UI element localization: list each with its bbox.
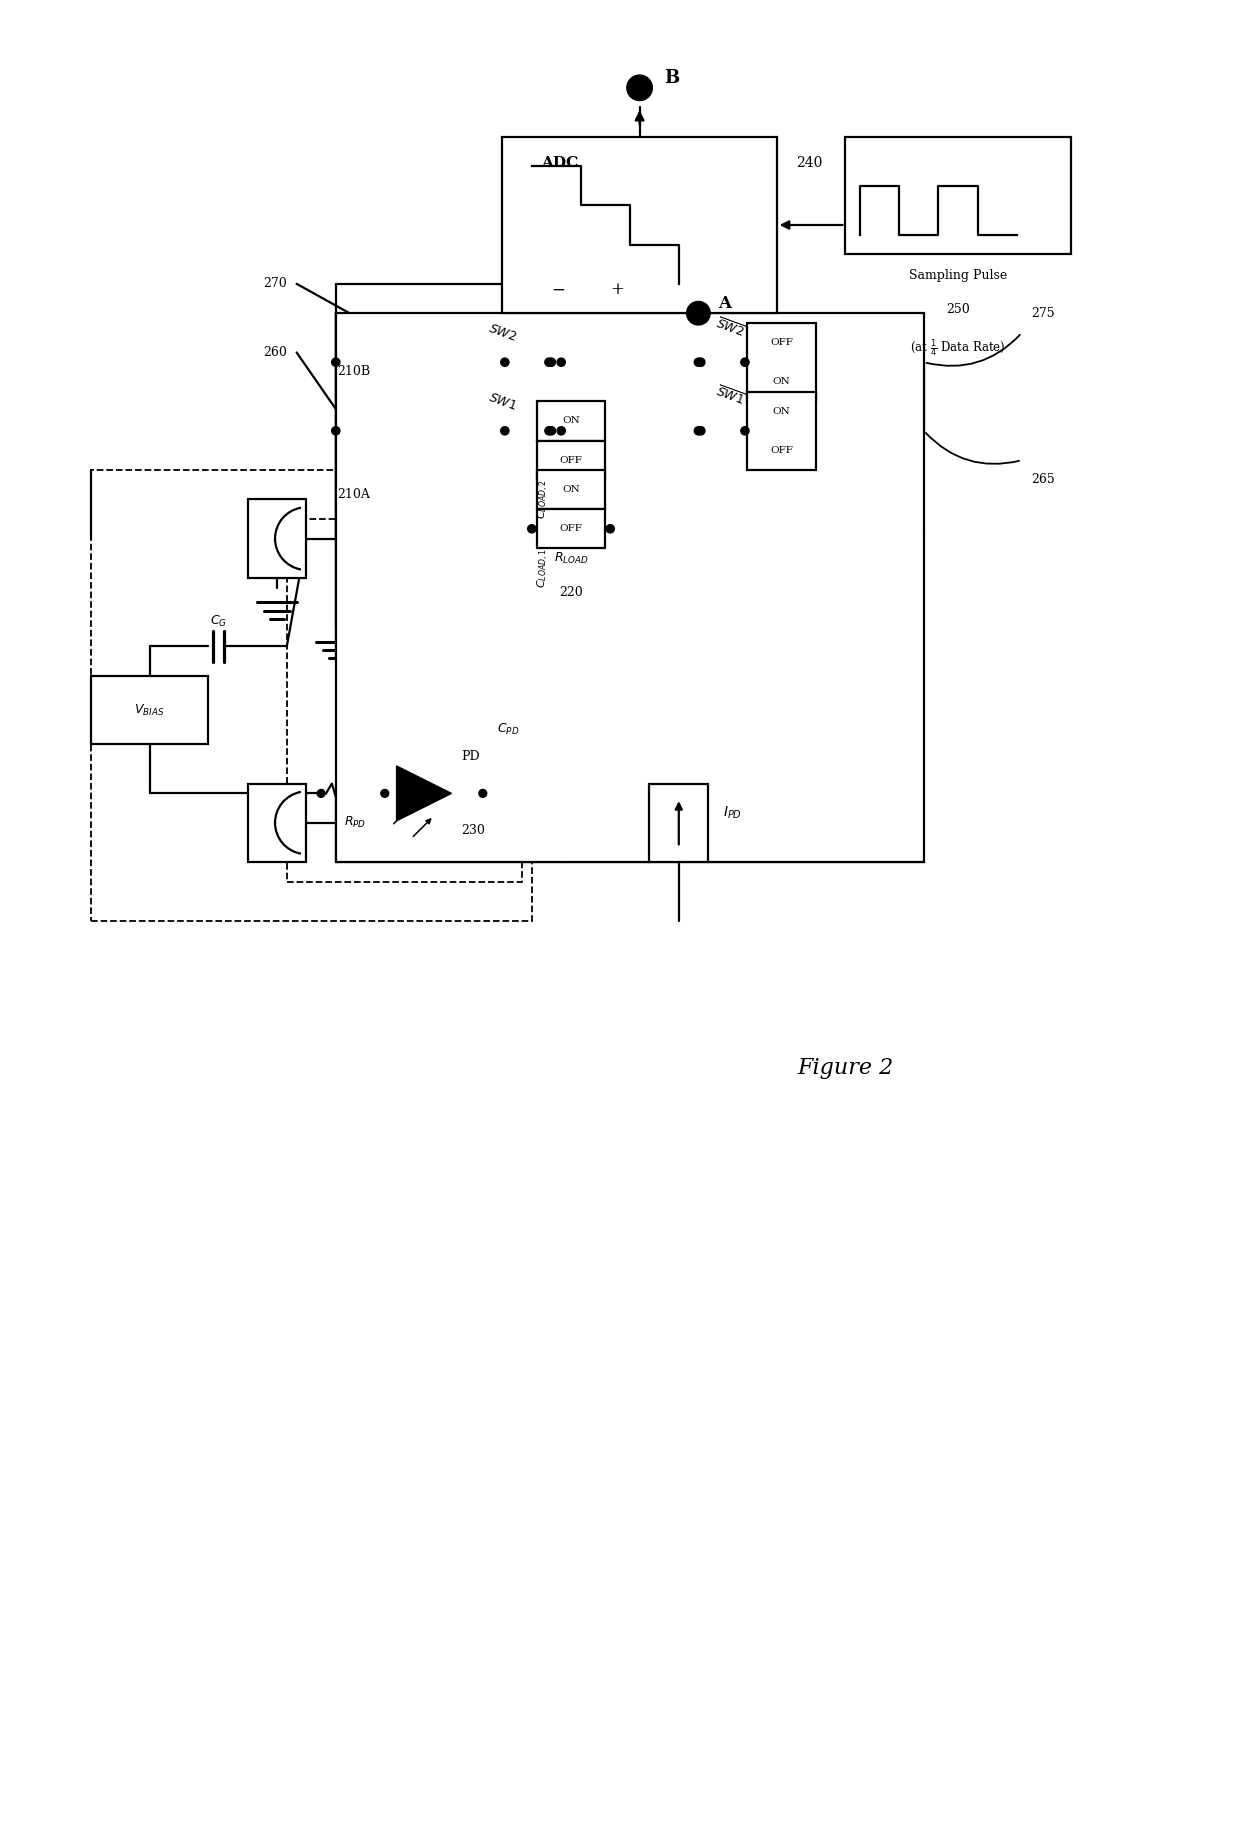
Bar [748,322,816,401]
Circle shape [627,75,652,100]
Bar [91,470,532,920]
Text: 210B: 210B [337,366,370,379]
Text: $V_{BIAS}$: $V_{BIAS}$ [134,703,165,718]
Text: 240: 240 [796,157,823,171]
Bar [537,401,605,441]
Text: $R_{LOAD}$: $R_{LOAD}$ [553,550,588,567]
Circle shape [697,426,706,435]
Bar [286,519,522,882]
Text: 260: 260 [263,346,286,359]
Text: $I_{PD}$: $I_{PD}$ [723,805,742,822]
Bar [846,137,1071,255]
Text: OFF: OFF [770,339,794,348]
Text: Figure 2: Figure 2 [797,1057,894,1079]
Text: Sampling Pulse: Sampling Pulse [909,270,1007,282]
Text: OFF: OFF [559,525,583,534]
Text: OFF: OFF [559,456,583,465]
Circle shape [317,789,325,798]
Circle shape [501,426,508,435]
Text: −: − [552,282,565,299]
Text: PD: PD [461,751,480,763]
Text: ON: ON [773,377,791,386]
Circle shape [740,426,749,435]
Circle shape [697,359,706,366]
Text: B: B [665,69,680,87]
Text: 250: 250 [946,304,970,317]
Text: 220: 220 [559,587,583,599]
Text: ON: ON [562,485,580,494]
Circle shape [479,789,487,798]
Bar [650,783,708,862]
Text: ON: ON [562,417,580,426]
Circle shape [606,525,614,532]
Bar [748,392,816,470]
Circle shape [331,359,340,366]
Circle shape [381,789,388,798]
Bar [537,470,605,508]
Circle shape [557,426,565,435]
Text: ADC: ADC [542,157,579,171]
Text: $\overline{SW1}$: $\overline{SW1}$ [713,384,746,408]
Circle shape [687,301,711,324]
Text: +: + [610,282,624,299]
Text: $SW2$: $SW2$ [486,322,518,344]
Text: $SW1$: $SW1$ [486,390,518,412]
Text: (at $\frac{1}{4}$ Data Rate): (at $\frac{1}{4}$ Data Rate) [910,337,1006,359]
Circle shape [544,359,553,366]
Bar [248,783,306,862]
Bar [248,499,306,578]
Text: $R_{PD}$: $R_{PD}$ [345,814,367,831]
Bar [537,508,605,548]
Text: $C_G$: $C_G$ [210,614,227,629]
Text: $C_{LOAD,1}$: $C_{LOAD,1}$ [536,548,552,589]
Bar [537,441,605,479]
Circle shape [528,525,536,532]
Text: $\overline{SW2}$: $\overline{SW2}$ [713,315,746,341]
Circle shape [547,359,556,366]
Text: 210A: 210A [337,488,370,501]
Text: 265: 265 [1032,474,1055,486]
Circle shape [501,359,508,366]
Circle shape [694,426,703,435]
Text: 275: 275 [1032,306,1055,319]
Bar [502,137,776,313]
Circle shape [557,359,565,366]
Circle shape [544,426,553,435]
Polygon shape [397,765,451,822]
Text: A: A [718,295,732,312]
Bar [336,313,924,862]
Text: 230: 230 [461,824,485,836]
Text: OFF: OFF [770,446,794,456]
Circle shape [547,426,556,435]
Circle shape [740,359,749,366]
Bar [91,676,208,745]
Text: $C_{PD}$: $C_{PD}$ [497,722,520,738]
Text: $C_{LOAD,2}$: $C_{LOAD,2}$ [536,479,552,519]
Circle shape [694,359,703,366]
Circle shape [331,426,340,435]
Text: 270: 270 [263,277,286,290]
Text: ON: ON [773,406,791,415]
